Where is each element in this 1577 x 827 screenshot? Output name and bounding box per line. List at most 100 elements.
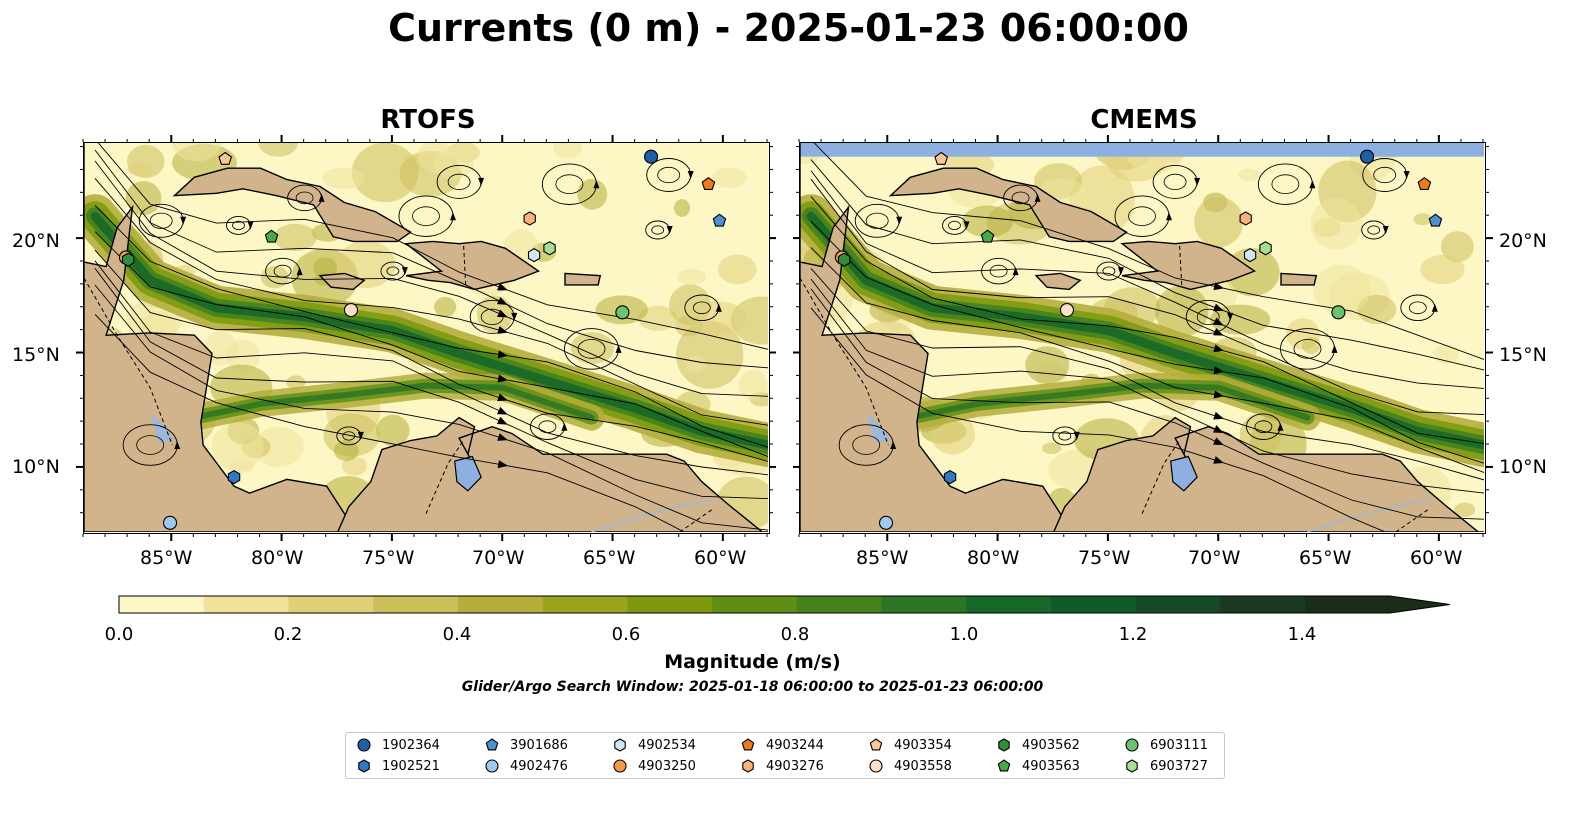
hexagon-marker-icon <box>998 738 1010 752</box>
lon-label-rtofs-85: 85°W <box>140 547 193 569</box>
float-marker-4903276 <box>1239 211 1252 226</box>
axis-ticks <box>76 135 1493 541</box>
legend-item-4902534: 4902534 <box>612 735 696 755</box>
hexagon-marker-icon <box>1126 759 1138 773</box>
legend-label: 1902521 <box>382 758 440 774</box>
lon-label-cmems-65: 65°W <box>1299 547 1352 569</box>
colorbar-tick-4: 0.8 <box>780 624 810 645</box>
colorbar-tick-7: 1.4 <box>1287 624 1317 645</box>
float-marker-4903563 <box>980 229 995 243</box>
float-marker-4903558 <box>1059 302 1075 318</box>
float-marker-6903111 <box>615 305 630 320</box>
float-marker-4903354 <box>218 151 233 165</box>
lat-label-left-10: 10°N <box>12 456 60 478</box>
lon-label-cmems-70: 70°W <box>1188 547 1241 569</box>
circle-marker-icon <box>613 759 627 773</box>
lat-label-right-20: 20°N <box>1499 230 1547 252</box>
float-marker-4902534 <box>527 247 541 263</box>
lon-label-rtofs-65: 65°W <box>583 547 636 569</box>
circle-marker-icon <box>485 759 499 773</box>
lon-label-rtofs-70: 70°W <box>472 547 525 569</box>
legend-label: 4903563 <box>1022 758 1080 774</box>
legend-item-1902364: 1902364 <box>356 735 440 755</box>
float-marker-4903354 <box>934 151 949 165</box>
rtofs-current-field <box>84 143 769 533</box>
float-marker-6903727 <box>1259 241 1272 256</box>
legend-label: 1902364 <box>382 737 440 753</box>
legend-label: 4902534 <box>638 737 696 753</box>
legend-label: 4902476 <box>510 758 568 774</box>
legend-item-4903563: 4903563 <box>996 756 1080 776</box>
legend-item-4903558: 4903558 <box>868 756 952 776</box>
float-marker-4903562 <box>837 252 851 267</box>
panel-title-cmems: CMEMS <box>1090 105 1198 135</box>
lat-label-right-15: 15°N <box>1499 344 1547 366</box>
legend-item-3901686: 3901686 <box>484 735 568 755</box>
float-marker-4902476 <box>879 515 894 530</box>
lon-label-rtofs-80: 80°W <box>251 547 304 569</box>
legend-label: 4903354 <box>894 737 952 753</box>
float-marker-4903563 <box>264 229 279 243</box>
cmems-current-field <box>800 143 1485 533</box>
legend-item-4903354: 4903354 <box>868 735 952 755</box>
colorbar <box>118 595 1451 614</box>
legend-item-4902476: 4902476 <box>484 756 568 776</box>
float-marker-4903244 <box>1417 177 1432 190</box>
lon-label-cmems-60: 60°W <box>1410 547 1463 569</box>
float-marker-3901686 <box>1428 213 1443 227</box>
pentagon-marker-icon <box>741 738 755 751</box>
colorbar-tick-2: 0.4 <box>442 624 472 645</box>
legend-item-4903250: 4903250 <box>612 756 696 776</box>
legend-item-4903562: 4903562 <box>996 735 1080 755</box>
pentagon-marker-icon <box>485 738 499 751</box>
circle-marker-icon <box>1125 738 1139 752</box>
lat-label-right-10: 10°N <box>1499 456 1547 478</box>
float-marker-6903727 <box>543 241 556 256</box>
float-marker-1902364 <box>644 149 659 164</box>
legend-item-4903276: 4903276 <box>740 756 824 776</box>
colorbar-tick-3: 0.6 <box>611 624 641 645</box>
lon-label-cmems-80: 80°W <box>967 547 1020 569</box>
float-marker-4903244 <box>701 177 716 190</box>
hexagon-marker-icon <box>614 738 626 752</box>
float-marker-4902476 <box>163 515 178 530</box>
legend-item-4903244: 4903244 <box>740 735 824 755</box>
legend-label: 4903276 <box>766 758 824 774</box>
float-marker-1902364 <box>1360 149 1375 164</box>
legend-item-6903111: 6903111 <box>1124 735 1208 755</box>
figure-title: Currents (0 m) - 2025-01-23 06:00:00 <box>388 6 1189 50</box>
hexagon-marker-icon <box>358 759 370 773</box>
legend-label: 4903558 <box>894 758 952 774</box>
float-marker-4903558 <box>343 302 359 318</box>
panel-title-rtofs: RTOFS <box>380 105 476 135</box>
colorbar-tick-1: 0.2 <box>273 624 303 645</box>
float-marker-4903562 <box>121 252 135 267</box>
circle-marker-icon <box>869 759 883 773</box>
search-window-subtitle: Glider/Argo Search Window: 2025-01-18 06… <box>461 679 1044 695</box>
lon-label-rtofs-60: 60°W <box>694 547 747 569</box>
float-marker-1902521 <box>227 469 241 485</box>
float-marker-4903276 <box>523 211 536 226</box>
legend-label: 4903244 <box>766 737 824 753</box>
float-marker-4902534 <box>1243 247 1257 263</box>
lon-label-cmems-75: 75°W <box>1078 547 1131 569</box>
colorbar-tick-5: 1.0 <box>949 624 979 645</box>
legend-label: 6903727 <box>1150 758 1208 774</box>
lon-label-cmems-85: 85°W <box>856 547 909 569</box>
float-legend: 1902364 1902521 3901686 4902476 4902534 49032… <box>345 732 1225 779</box>
float-marker-1902521 <box>943 469 957 485</box>
lon-label-rtofs-75: 75°W <box>362 547 415 569</box>
float-marker-6903111 <box>1331 305 1346 320</box>
legend-label: 3901686 <box>510 737 568 753</box>
pentagon-marker-icon <box>869 738 883 751</box>
colorbar-tick-0: 0.0 <box>104 624 134 645</box>
map-panel-rtofs <box>83 142 770 534</box>
lat-label-left-20: 20°N <box>12 230 60 252</box>
legend-label: 6903111 <box>1150 737 1208 753</box>
legend-item-6903727: 6903727 <box>1124 756 1208 776</box>
float-marker-3901686 <box>712 213 727 227</box>
map-panel-cmems <box>799 142 1486 534</box>
colorbar-title: Magnitude (m/s) <box>664 651 841 673</box>
legend-label: 4903250 <box>638 758 696 774</box>
circle-marker-icon <box>357 738 371 752</box>
